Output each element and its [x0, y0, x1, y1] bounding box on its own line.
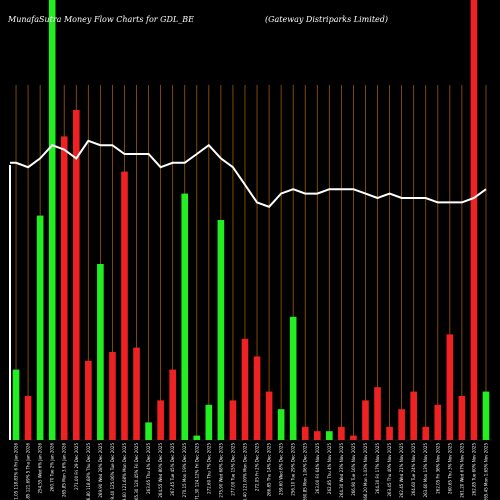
bar	[181, 193, 189, 440]
x-tick-label: 264.30 Wed 23% Nov 2025	[339, 443, 344, 498]
x-tick-label: 269.40 125.06% Tue Dec 2025	[110, 443, 115, 500]
x-tick-label: 266.85 Thu 14% Dec 2025	[267, 443, 272, 497]
bar	[289, 316, 297, 440]
x-tick-label: 266.90 Tue 16% Nov 2025	[351, 443, 356, 496]
x-tick-label: 265.85 Mon 3.6% Jan 2026	[62, 443, 67, 497]
x-tick-label: 263.60 Mon 13% Nov 2025	[423, 443, 428, 498]
bar	[277, 409, 285, 440]
bar	[374, 387, 381, 440]
money-flow-line	[10, 139, 487, 208]
bar	[121, 171, 128, 440]
chart-title-right: (Gateway Distriparks Limited)	[265, 15, 388, 24]
bar	[145, 422, 152, 440]
bar	[434, 404, 442, 440]
x-tick-label: 264.55 Wed 80% Dec 2025	[158, 443, 163, 498]
bar	[24, 396, 32, 440]
x-tick-label: 266.80 118.68% Thu Dec 2025	[86, 443, 91, 500]
bar	[470, 0, 478, 440]
bar	[313, 431, 321, 440]
bar	[193, 435, 201, 440]
bar	[386, 426, 393, 440]
bar	[458, 396, 466, 440]
bar	[48, 0, 56, 440]
bar	[410, 391, 417, 440]
bar	[72, 110, 80, 440]
x-tick-label: 271.85 121.69% 5 Thu Jan 2026	[26, 443, 31, 500]
x-tick-label: 265.30 120.45% Fri Dec 2025	[134, 443, 139, 500]
bar	[241, 338, 249, 440]
x-tick-label: 262.85 Thu 4% Nov 2025	[327, 443, 332, 494]
bar	[265, 391, 273, 440]
bar	[446, 334, 454, 440]
x-tick-label: 262.05 Fri 36% Nov 2025	[435, 443, 440, 494]
x-tick-label: 260.70 Tue 2% Jan 2026	[50, 443, 55, 492]
x-tick-label: 263.45 Thu 40% Nov 2025	[387, 443, 392, 497]
bar	[301, 426, 309, 440]
bar	[229, 400, 237, 440]
x-tick-label: 262.45 Wed 21% Nov 2025	[399, 443, 404, 498]
x-tick-label: 264.60 Tue 24% Nov 2025	[411, 443, 416, 496]
bar	[217, 220, 225, 440]
bar	[422, 426, 430, 440]
x-tick-label: 267.45 Tue 45% Dec 2025	[170, 443, 175, 496]
bar	[362, 400, 369, 440]
x-tick-label: 260.85 Mon 1.06% Dec 2025	[303, 443, 308, 500]
x-tick-label: 260.65 Thu 3% Nov 2025	[447, 443, 452, 494]
bar	[97, 264, 104, 440]
x-tick-label: 264.30 Fri 17% Nov 2025	[375, 443, 380, 494]
x-tick-label: 259.60 Wed 8% Dec 2025	[279, 443, 284, 496]
bar	[398, 409, 405, 440]
x-tick-label: 261.20 Wed 67% Nov 2025	[459, 443, 464, 498]
bar	[205, 404, 213, 440]
x-tick-label: 269.60 121.68% Mon Dec 2025	[122, 443, 127, 500]
x-tick-label: 277.00 Tue 15% Dec 2025	[230, 443, 235, 496]
x-tick-label: 271.05 118.83% 6 Fri Jan 2026	[14, 443, 19, 500]
x-tick-label: 256.10 Tue 29% Dec 2025	[291, 443, 296, 496]
bar	[350, 435, 357, 440]
bar	[36, 215, 44, 440]
x-tick-label: 272.60 Thu 7% Dec 2025	[206, 443, 211, 494]
bar	[169, 369, 176, 440]
x-tick-label: 275.90 Wed 68% Dec 2025	[218, 443, 223, 498]
bar	[338, 426, 345, 440]
x-tick-label: 263.00 Fri 64% Nov 2025	[315, 443, 320, 494]
bar	[133, 347, 140, 440]
x-tick-label: 270.15 Mon 19% Dec 2025	[182, 443, 187, 498]
x-tick-label: 272.05 Fri 2% Dec 2025	[255, 443, 260, 492]
x-tick-label: 276.40 121.00% Mon Dec 2025	[242, 443, 247, 500]
x-tick-label: 269.90 Wed 28% Dec 2025	[98, 443, 103, 498]
x-tick-label: 263.05 Thu 4% Dec 2025	[146, 443, 151, 494]
bar	[482, 391, 490, 440]
bar	[253, 356, 261, 440]
x-tick-label: 271.00 Fri 29 Dec 2025	[74, 443, 79, 490]
bar	[12, 369, 20, 440]
x-tick-label: 271.30 124.12% Fri Dec 2025	[194, 443, 199, 500]
x-tick-label: 265.45 Mon 1.65% Nov 2025	[483, 443, 488, 500]
bar	[326, 431, 333, 440]
x-tick-label: 262.85 Tue 60% Nov 2025	[471, 443, 476, 496]
bar	[85, 360, 92, 440]
x-tick-label: 254.55 Wed 6% Jan 2026	[38, 443, 43, 494]
x-tick-labels: 271.05 118.83% 6 Fri Jan 2026 271.85 121.…	[14, 443, 489, 500]
bar	[109, 352, 116, 440]
bars	[12, 0, 490, 440]
bar	[157, 400, 164, 440]
bar	[60, 136, 68, 440]
chart-title: MunafaSutra Money Flow Charts for GDL_BE	[7, 15, 194, 24]
x-tick-label: 266.20 Mon 1.03% Nov 2025	[363, 443, 368, 500]
